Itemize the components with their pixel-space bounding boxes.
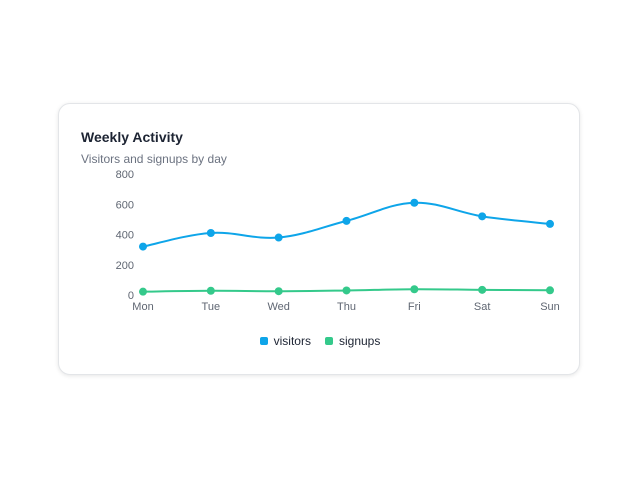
x-tick-label: Mon [132,301,153,313]
chart-card: Weekly Activity Visitors and signups by … [58,103,580,375]
y-tick-label: 0 [128,290,134,302]
legend-swatch-visitors [259,337,268,345]
x-axis-ticks: Mon Tue Wed Thu Fri Sat Sun [132,301,559,313]
data-point-signups[interactable] [546,286,554,295]
line-chart: 0 200 400 600 800 Mon Tue Wed Thu Fri Sat Sun [116,169,560,313]
legend-item-signups[interactable]: signups [324,334,381,348]
y-tick-label: 800 [116,169,134,181]
data-point-signups[interactable] [478,285,487,294]
data-point-visitors[interactable] [342,216,351,225]
legend-label-signups: signups [338,334,381,348]
data-point-signups[interactable] [139,287,147,296]
data-point-signups[interactable] [274,287,283,296]
chart-subtitle: Visitors and signups by day [81,152,227,166]
y-tick-label: 400 [116,230,134,242]
y-tick-label: 200 [116,260,134,272]
x-tick-label: Sat [474,301,491,313]
chart-title: Weekly Activity [81,129,183,145]
x-tick-label: Wed [267,301,289,313]
x-tick-label: Sun [540,301,560,313]
data-point-visitors[interactable] [139,242,147,251]
x-tick-label: Fri [408,301,421,313]
data-point-visitors[interactable] [206,228,215,237]
x-tick-label: Tue [202,301,221,313]
data-point-visitors[interactable] [274,233,283,242]
data-point-signups[interactable] [410,285,419,294]
data-point-visitors[interactable] [546,219,554,228]
legend-swatch-signups [324,337,333,345]
data-point-visitors[interactable] [478,212,487,221]
y-tick-label: 600 [116,199,134,211]
series-lines [142,201,551,293]
x-tick-label: Thu [337,301,356,313]
chart-legend: visitors signups [59,334,581,348]
legend-label-visitors: visitors [273,334,311,348]
series-points [139,198,554,296]
data-point-signups[interactable] [206,286,215,295]
legend-item-visitors[interactable]: visitors [259,334,311,348]
data-point-signups[interactable] [342,286,351,295]
data-point-visitors[interactable] [410,198,419,207]
y-axis-ticks: 0 200 400 600 800 [116,169,134,302]
